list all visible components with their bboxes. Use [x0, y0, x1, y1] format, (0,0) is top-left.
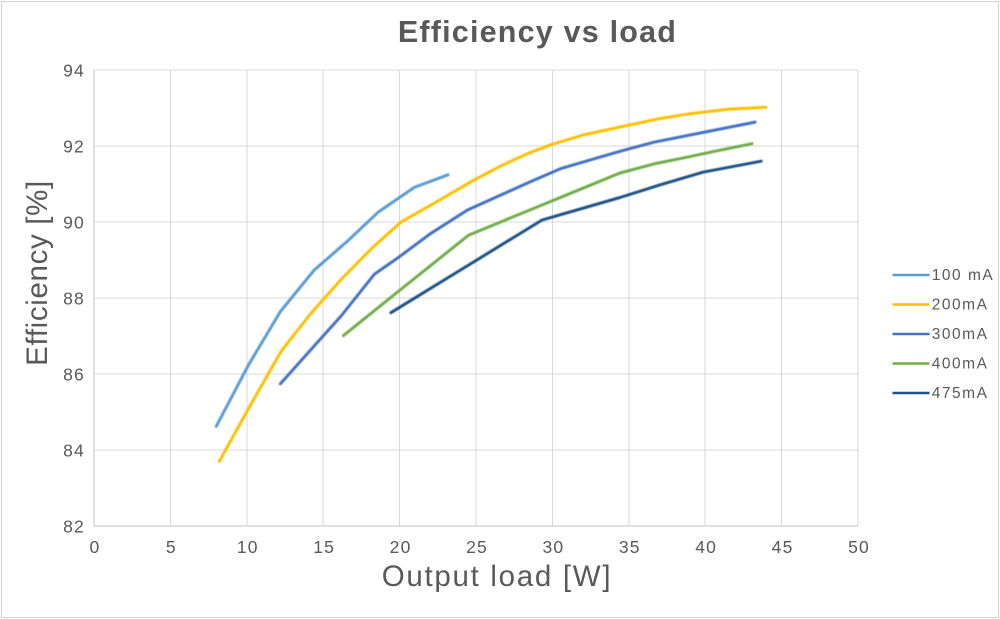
svg-text:15: 15: [313, 537, 335, 557]
svg-text:Efficiency [%]: Efficiency [%]: [21, 180, 54, 366]
svg-text:50: 50: [848, 537, 870, 557]
svg-text:35: 35: [619, 537, 641, 557]
svg-text:475mA: 475mA: [932, 385, 989, 402]
svg-text:20: 20: [390, 537, 412, 557]
svg-text:0: 0: [90, 537, 101, 557]
svg-text:92: 92: [63, 136, 85, 156]
svg-text:25: 25: [466, 537, 488, 557]
svg-text:10: 10: [237, 537, 259, 557]
svg-text:86: 86: [63, 364, 85, 384]
svg-text:40: 40: [695, 537, 717, 557]
svg-text:82: 82: [63, 516, 85, 536]
svg-text:5: 5: [166, 537, 177, 557]
svg-text:30: 30: [542, 537, 564, 557]
svg-text:Efficiency vs load: Efficiency vs load: [398, 15, 677, 49]
svg-text:90: 90: [63, 212, 85, 232]
svg-text:Output load [W]: Output load [W]: [382, 560, 612, 593]
svg-text:94: 94: [63, 60, 85, 80]
svg-text:100 mA: 100 mA: [932, 267, 994, 284]
svg-text:88: 88: [63, 288, 85, 308]
svg-text:300mA: 300mA: [932, 326, 989, 343]
svg-text:200mA: 200mA: [932, 297, 989, 314]
svg-text:84: 84: [63, 440, 85, 460]
svg-text:400mA: 400mA: [932, 356, 989, 373]
svg-text:45: 45: [772, 537, 794, 557]
